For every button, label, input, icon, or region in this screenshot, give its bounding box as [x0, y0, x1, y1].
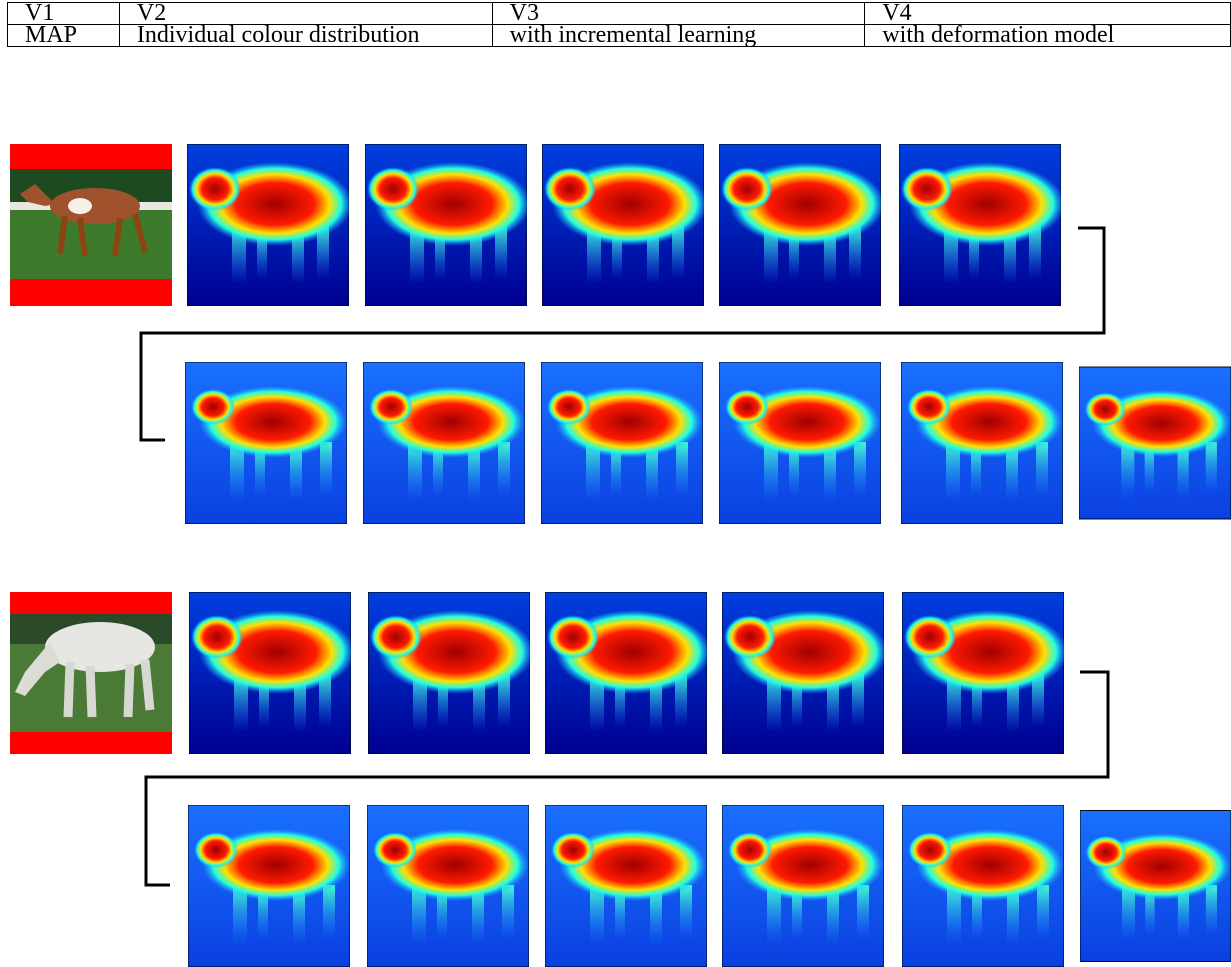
heatmap	[902, 592, 1068, 754]
input-image	[10, 592, 172, 754]
heatmap	[367, 805, 529, 967]
heatmap	[722, 592, 888, 754]
heatmap	[365, 144, 531, 306]
heatmap	[545, 805, 707, 967]
heatmap	[1079, 367, 1231, 519]
heatmap	[899, 144, 1065, 306]
heatmap	[545, 592, 711, 754]
heatmap	[363, 362, 525, 524]
heatmap	[541, 362, 703, 524]
heatmap	[187, 144, 353, 306]
heatmap	[1080, 811, 1231, 962]
page: V1 V2 V3 V4 MAP Individual colour distri…	[0, 0, 1231, 967]
heatmap	[902, 805, 1064, 967]
heatmap	[188, 805, 350, 967]
heatmap	[901, 362, 1063, 524]
heatmap	[719, 362, 881, 524]
heatmap	[189, 592, 355, 754]
figure	[0, 0, 1231, 967]
heatmap	[368, 592, 534, 754]
heatmap	[185, 362, 347, 524]
heatmap	[719, 144, 885, 306]
heatmap	[542, 144, 708, 306]
heatmap	[722, 805, 884, 967]
input-image	[10, 144, 172, 306]
